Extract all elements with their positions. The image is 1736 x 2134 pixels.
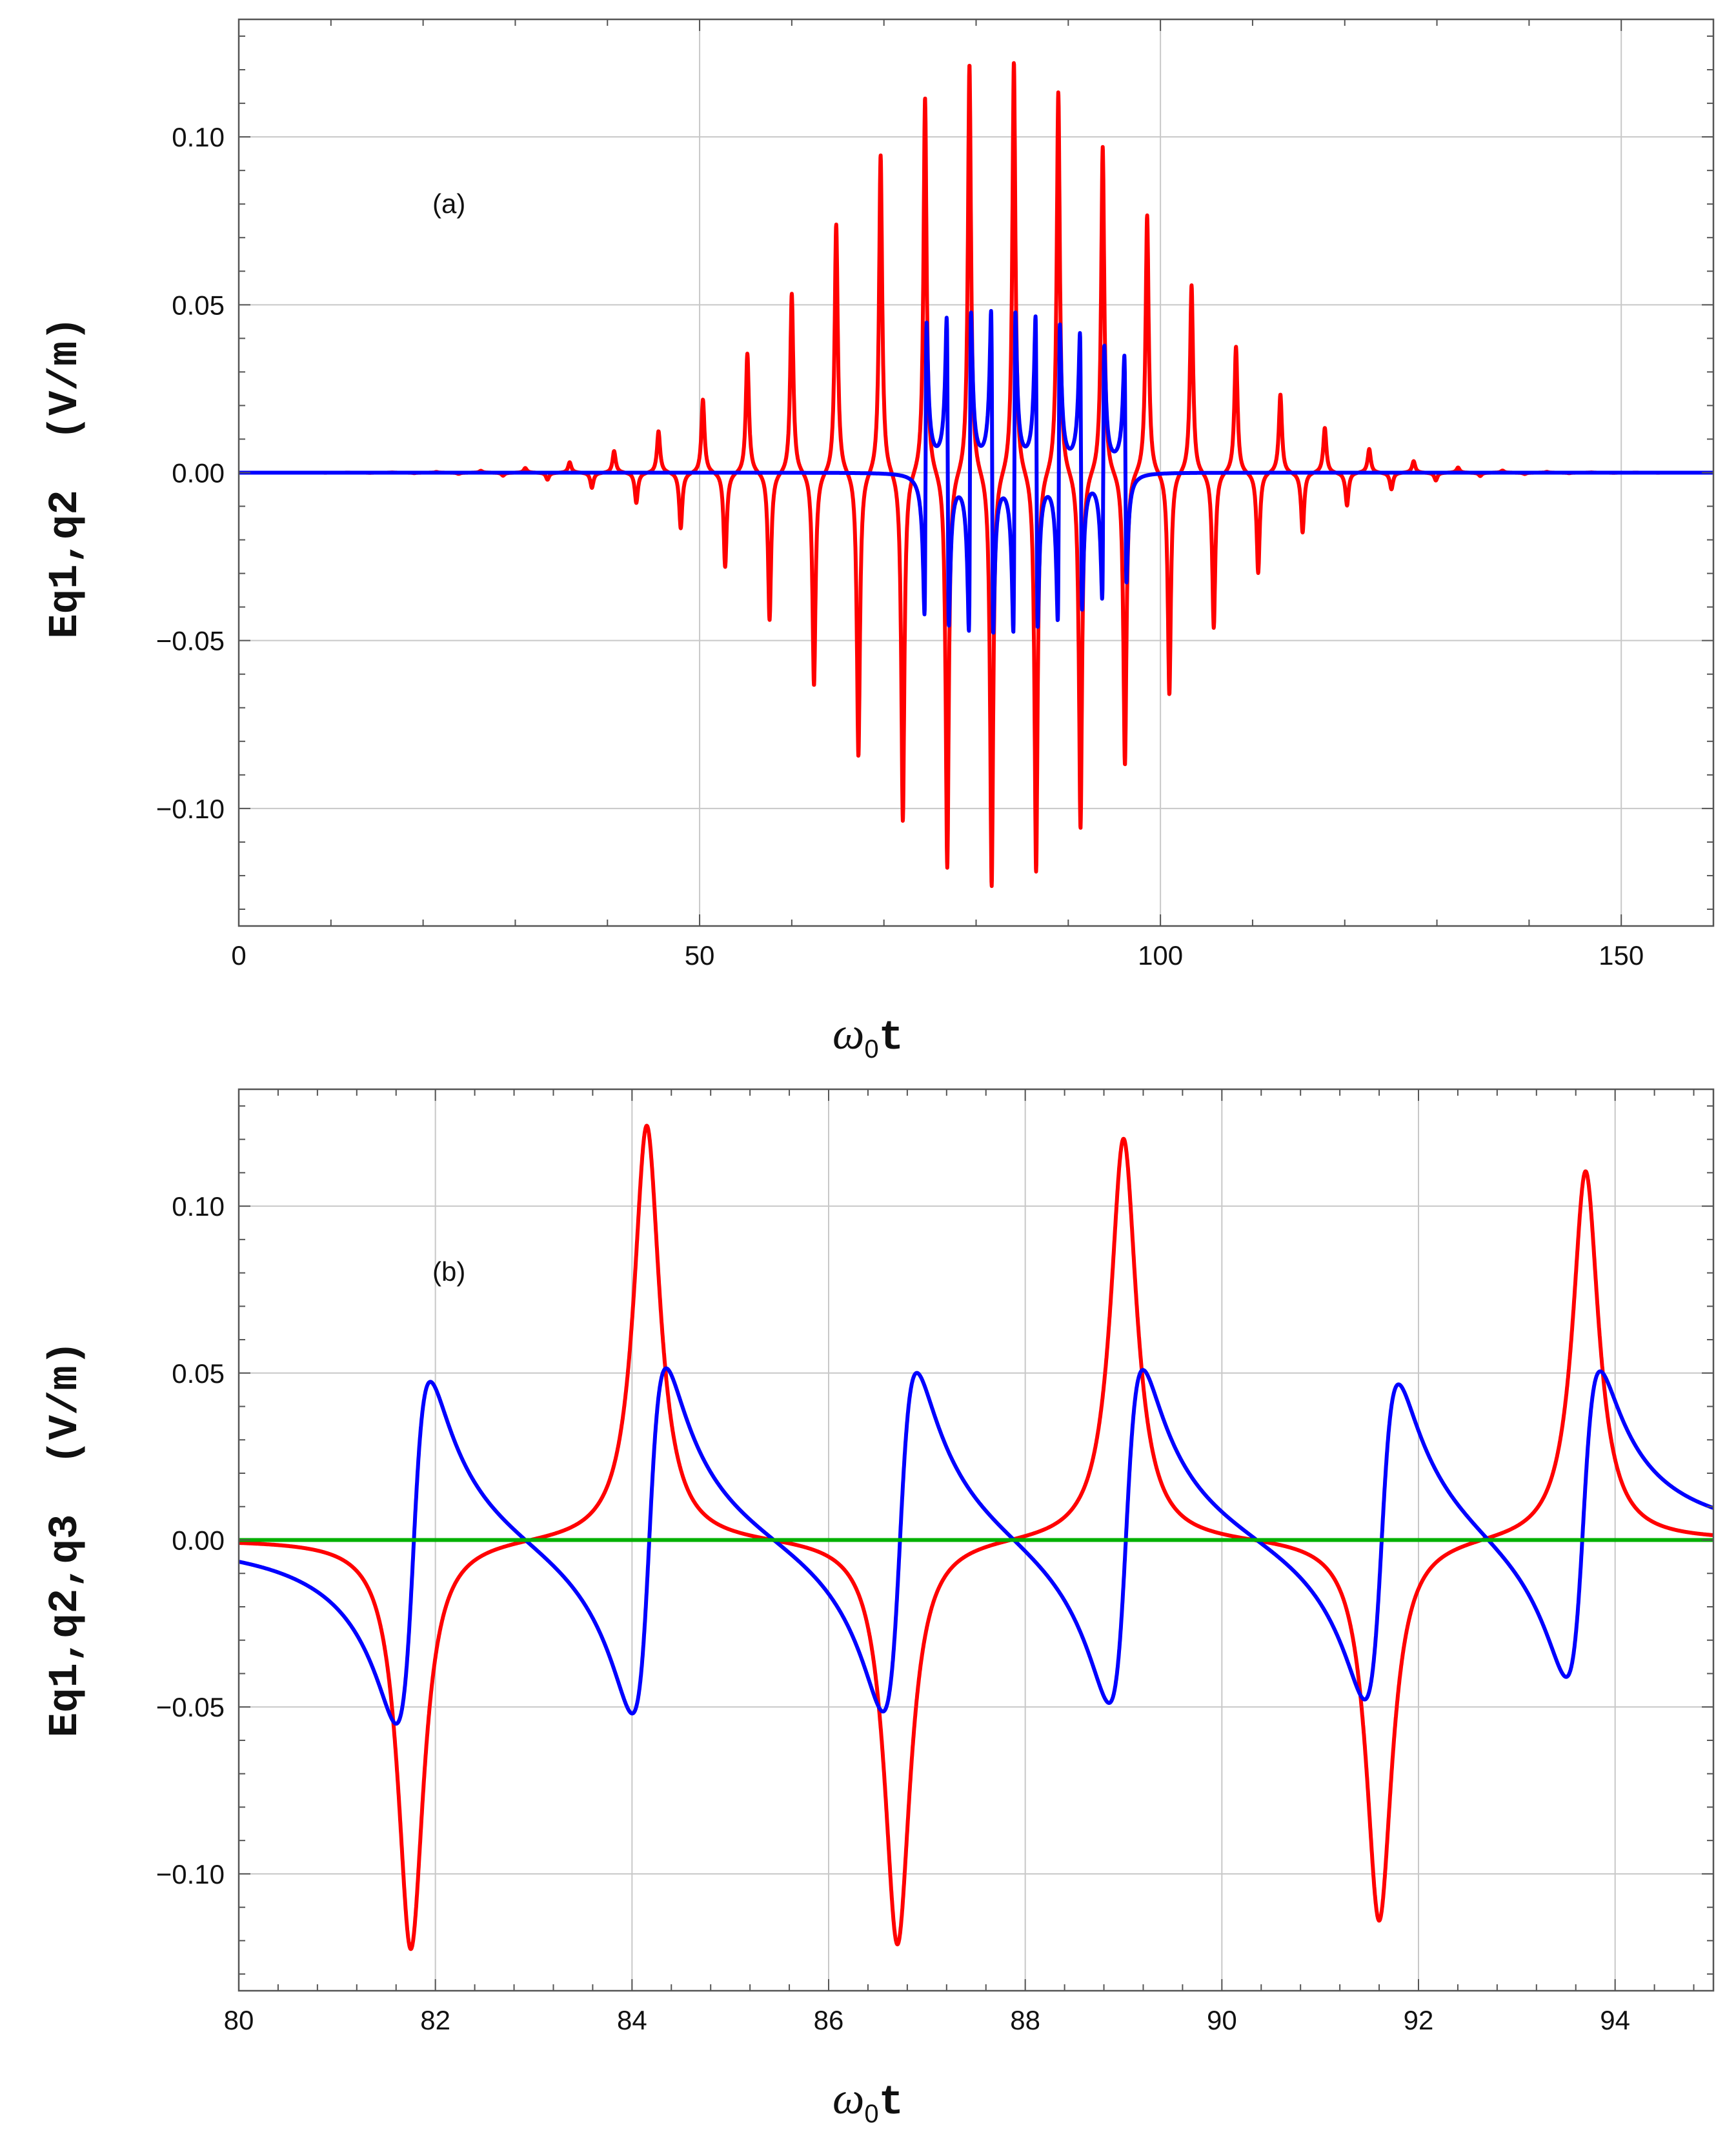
panel-b: 80 82 84 86 88 90 92 94 −0.10 −0.05 0.00 0.05 0.10 (… bbox=[43, 1088, 1715, 2128]
panel-a-ytick-label: 0.10 bbox=[172, 122, 225, 152]
panel-b-xtick-label: 90 bbox=[1207, 2005, 1237, 2035]
panel-a-xlabel-symbol: ω bbox=[833, 1009, 864, 1059]
panel-a-series-q2 bbox=[237, 308, 1715, 635]
panel-a-ylabel: Eq1,q2 (V/m) bbox=[43, 316, 89, 638]
panel-b-xtick-label: 88 bbox=[1010, 2005, 1040, 2035]
panel-b-ylabel: Eq1,q2,q3 (V/m) bbox=[43, 1341, 89, 1738]
panel-a-xtick-label: 0 bbox=[231, 940, 246, 971]
panel-a-xtick-label: 150 bbox=[1599, 940, 1644, 971]
panel-a: 0 50 100 150 −0.10 −0.05 0.00 0.05 0.10 (a) Eq1,… bbox=[43, 18, 1715, 1063]
panel-b-ytick-label: −0.05 bbox=[156, 1692, 225, 1722]
panel-b-xlabel-tail: t bbox=[879, 2080, 903, 2126]
svg-text:ω0t: ω0t bbox=[833, 1009, 903, 1063]
panel-b-ytick-label: 0.10 bbox=[172, 1191, 225, 1222]
panel-b-ticks: 80 82 84 86 88 90 92 94 −0.10 −0.05 0.00 0.05 0.10 bbox=[156, 1089, 1713, 2035]
panel-a-ytick-label: 0.05 bbox=[172, 290, 225, 320]
panel-b-series-q1 bbox=[237, 1123, 1715, 1951]
panel-b-ytick-label: 0.05 bbox=[172, 1358, 225, 1389]
panel-a-xlabel: ω0t bbox=[833, 1009, 903, 1063]
panel-b-xtick-label: 84 bbox=[617, 2005, 647, 2035]
panel-b-xlabel-symbol: ω bbox=[833, 2074, 864, 2124]
panel-a-ytick-label: 0.00 bbox=[172, 458, 225, 488]
panel-b-series bbox=[237, 1123, 1715, 1951]
panel-b-xtick-label: 80 bbox=[224, 2005, 254, 2035]
panel-b-ytick-label: −0.10 bbox=[156, 1859, 225, 1889]
panel-b-xlabel: ω0t bbox=[833, 2074, 903, 2128]
panel-a-series bbox=[237, 61, 1715, 889]
panel-a-xlabel-sub: 0 bbox=[864, 1035, 878, 1063]
panel-a-xtick-label: 100 bbox=[1138, 940, 1183, 971]
panel-b-series-q2 bbox=[237, 1366, 1715, 1726]
panel-a-xlabel-tail: t bbox=[879, 1015, 903, 1062]
panel-b-xlabel-sub: 0 bbox=[864, 2100, 878, 2128]
panel-a-frame bbox=[237, 18, 1715, 927]
panel-a-ytick-label: −0.05 bbox=[156, 626, 225, 656]
panel-a-ytick-label: −0.10 bbox=[156, 794, 225, 824]
panel-b-xtick-label: 92 bbox=[1404, 2005, 1434, 2035]
svg-text:ω0t: ω0t bbox=[833, 2074, 903, 2128]
panel-b-frame bbox=[237, 1088, 1715, 1992]
panel-b-xtick-label: 94 bbox=[1600, 2005, 1630, 2035]
panel-b-label: (b) bbox=[432, 1256, 465, 1287]
panel-b-xtick-label: 86 bbox=[814, 2005, 844, 2035]
panel-a-xtick-label: 50 bbox=[685, 940, 715, 971]
panel-b-ytick-label: 0.00 bbox=[172, 1525, 225, 1556]
panel-b-xtick-label: 82 bbox=[420, 2005, 450, 2035]
panel-a-ticks: 0 50 100 150 −0.10 −0.05 0.00 0.05 0.10 bbox=[156, 19, 1714, 971]
panel-a-label: (a) bbox=[432, 188, 465, 219]
